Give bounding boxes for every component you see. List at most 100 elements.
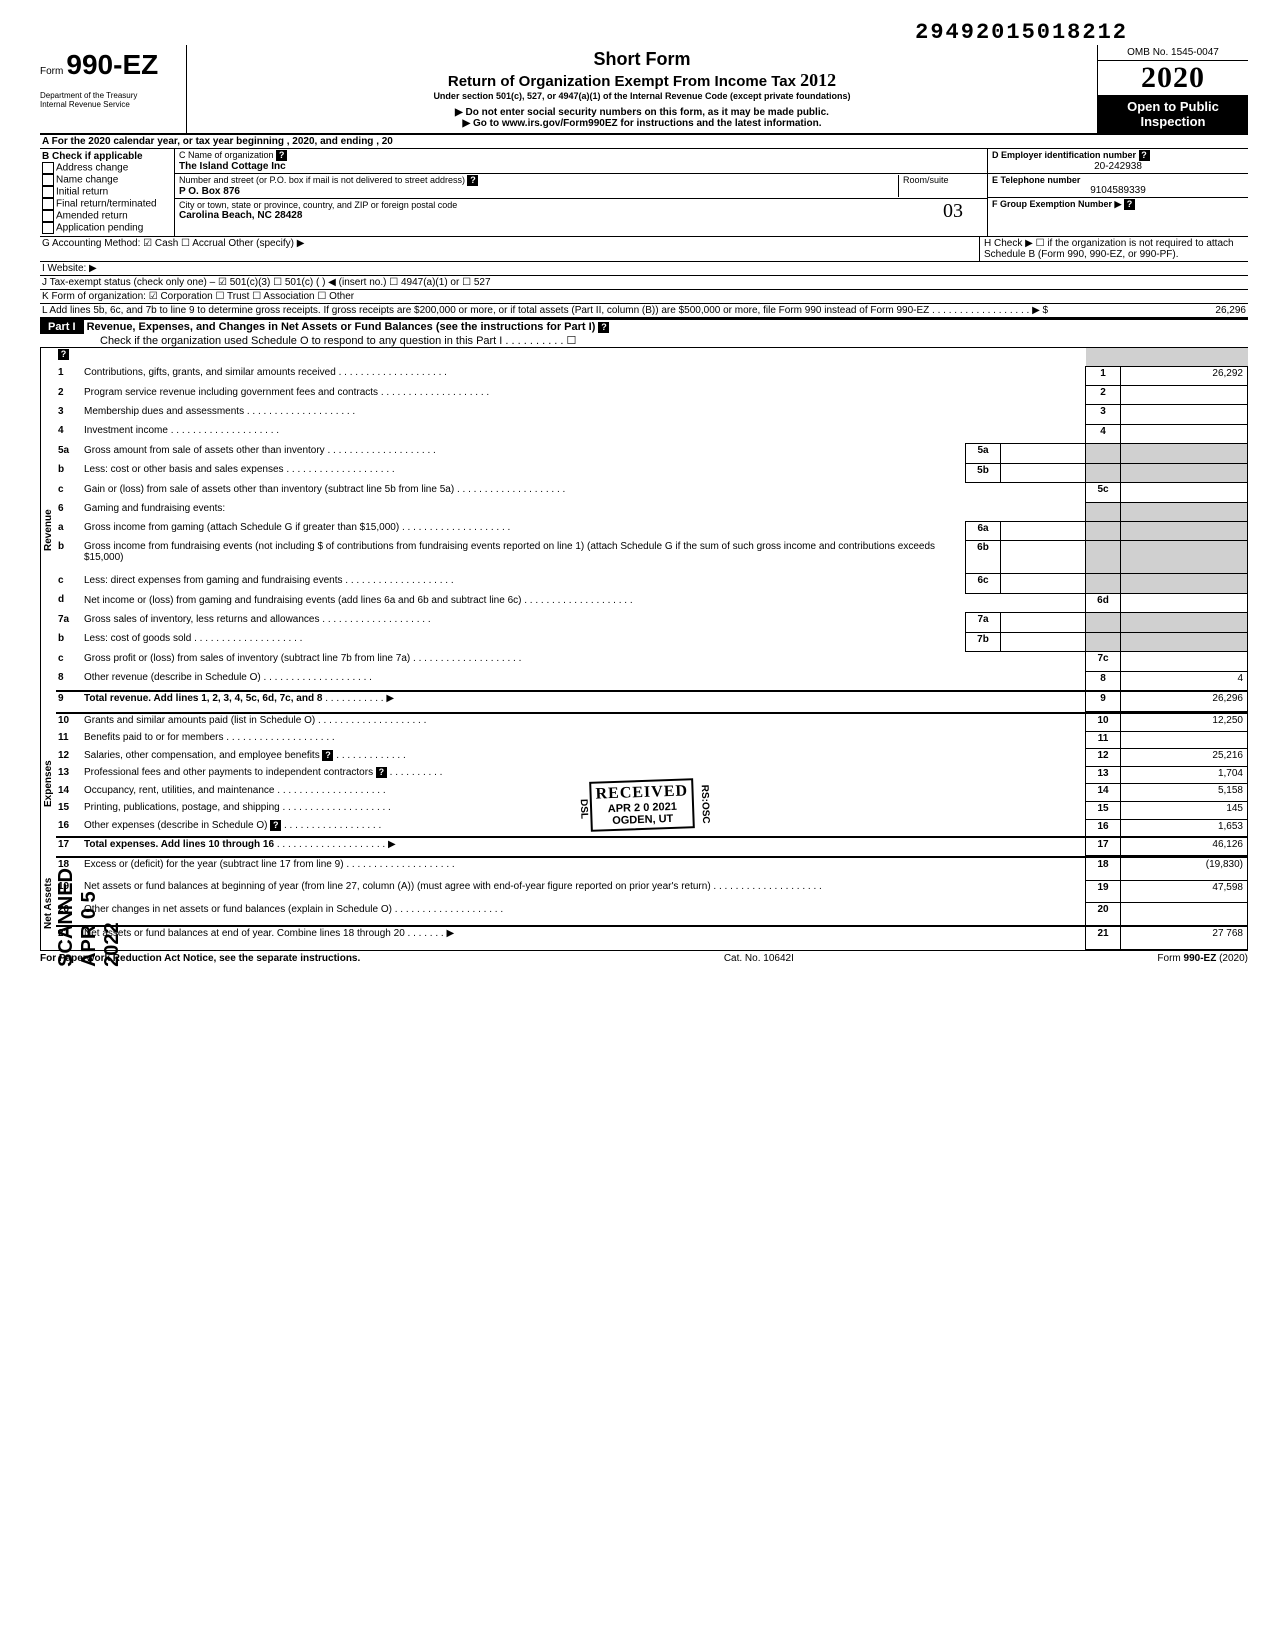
org-city: Carolina Beach, NC 28428 <box>179 210 923 221</box>
l5a-sub: 5a <box>966 444 1001 463</box>
l5b-sub: 5b <box>966 463 1001 482</box>
l7b-desc: Less: cost of goods sold <box>82 632 966 651</box>
l15-no: 15 <box>56 801 82 819</box>
l3-desc: Membership dues and assessments <box>82 405 1086 424</box>
l19-amt: 47,598 <box>1121 880 1248 903</box>
l21-desc: Net assets or fund balances at end of ye… <box>84 928 405 939</box>
chk-final-return[interactable]: Final return/terminated <box>56 199 157 210</box>
l9-amt: 26,296 <box>1121 691 1248 711</box>
l11-desc: Benefits paid to or for members <box>82 731 1086 749</box>
l21-amt: 27 768 <box>1121 926 1248 949</box>
l8-amt: 4 <box>1121 671 1248 691</box>
l7b-sub: 7b <box>966 632 1001 651</box>
l18-amt: (19,830) <box>1121 857 1248 880</box>
received-side-right: RS:OSC <box>699 785 711 824</box>
l9-no: 9 <box>56 691 82 711</box>
help-icon[interactable]: ? <box>1124 199 1135 210</box>
l4-amt <box>1121 424 1248 443</box>
instruction-arrow-2: ▶ Go to www.irs.gov/Form990EZ for instru… <box>195 118 1089 129</box>
l7a-no: 7a <box>56 613 82 632</box>
l19-desc: Net assets or fund balances at beginning… <box>82 880 1086 903</box>
l17-no: 17 <box>56 837 82 855</box>
l6d-no: d <box>56 593 82 612</box>
l6b-no: b <box>56 540 82 573</box>
c-city-label: City or town, state or province, country… <box>179 200 923 210</box>
l10-desc: Grants and similar amounts paid (list in… <box>82 713 1086 731</box>
l16-amt: 1,653 <box>1121 819 1248 837</box>
row-l: L Add lines 5b, 6c, and 7b to line 9 to … <box>40 304 1248 318</box>
title-return-text: Return of Organization Exempt From Incom… <box>448 73 796 90</box>
l11-no: 11 <box>56 731 82 749</box>
title-return: Return of Organization Exempt From Incom… <box>195 70 1089 91</box>
help-icon[interactable]: ? <box>467 175 478 186</box>
header-title-block: Short Form Return of Organization Exempt… <box>187 45 1097 133</box>
part-1-bar: Part I <box>40 320 84 334</box>
l13-desc: Professional fees and other payments to … <box>84 767 373 778</box>
l1-no: 1 <box>56 366 82 385</box>
l13-no: 13 <box>56 766 82 784</box>
l5c-desc: Gain or (loss) from sale of assets other… <box>82 483 1086 502</box>
l20-box: 20 <box>1086 903 1121 926</box>
l6-desc: Gaming and fundraising events: <box>82 502 1086 521</box>
help-icon[interactable]: ? <box>1139 150 1150 161</box>
c-street-label: Number and street (or P.O. box if mail i… <box>179 175 465 185</box>
side-net-assets: Net Assets <box>40 856 56 950</box>
form-header: Form 990-EZ Department of the Treasury I… <box>40 45 1248 135</box>
l2-box: 2 <box>1086 386 1121 405</box>
l15-amt: 145 <box>1121 801 1248 819</box>
l6a-sub: 6a <box>966 521 1001 540</box>
document-id-number: 29492015018212 <box>40 20 1128 45</box>
help-icon[interactable]: ? <box>598 322 609 333</box>
l1-amt: 26,292 <box>1121 366 1248 385</box>
l21-box: 21 <box>1086 926 1121 949</box>
l5c-no: c <box>56 483 82 502</box>
l9-arrow: ▶ <box>386 693 394 704</box>
box-c: C Name of organization ? The Island Cott… <box>175 149 988 236</box>
chk-amended[interactable]: Amended return <box>56 211 128 222</box>
side-expenses: Expenses <box>40 712 56 856</box>
l2-amt <box>1121 386 1248 405</box>
d-label: D Employer identification number <box>992 150 1136 160</box>
l5c-box: 5c <box>1086 483 1121 502</box>
l16-box: 16 <box>1086 819 1121 837</box>
l7c-box: 7c <box>1086 652 1121 671</box>
help-icon[interactable]: ? <box>276 150 287 161</box>
l14-box: 14 <box>1086 784 1121 802</box>
l4-no: 4 <box>56 424 82 443</box>
l5b-desc: Less: cost or other basis and sales expe… <box>82 463 966 482</box>
l5b-no: b <box>56 463 82 482</box>
l7b-no: b <box>56 632 82 651</box>
row-l-amount: 26,296 <box>1146 305 1246 316</box>
row-a-tax-year: A For the 2020 calendar year, or tax yea… <box>40 135 1248 149</box>
form-number: 990-EZ <box>66 49 158 80</box>
l19-box: 19 <box>1086 880 1121 903</box>
l7c-amt <box>1121 652 1248 671</box>
l17-box: 17 <box>1086 837 1121 855</box>
row-l-text: L Add lines 5b, 6c, and 7b to line 9 to … <box>42 305 1146 316</box>
l4-box: 4 <box>1086 424 1121 443</box>
l6b-desc: Gross income from fundraising events (no… <box>82 540 966 573</box>
l3-amt <box>1121 405 1248 424</box>
chk-pending[interactable]: Application pending <box>56 223 143 234</box>
help-icon[interactable]: ? <box>270 820 281 831</box>
l6d-box: 6d <box>1086 593 1121 612</box>
footer-right: Form 990-EZ (2020) <box>1157 953 1248 964</box>
l2-desc: Program service revenue including govern… <box>82 386 1086 405</box>
l12-box: 12 <box>1086 749 1121 767</box>
f-label: F Group Exemption Number ▶ <box>992 199 1121 209</box>
l10-amt: 12,250 <box>1121 713 1248 731</box>
scanned-stamp: SCANNED APR 0 5 2022 <box>55 868 124 967</box>
side-revenue: Revenue <box>40 348 56 712</box>
header-left: Form 990-EZ Department of the Treasury I… <box>40 45 187 133</box>
chk-address-change[interactable]: Address change <box>56 163 128 174</box>
l16-no: 16 <box>56 819 82 837</box>
help-icon[interactable]: ? <box>376 767 387 778</box>
l6-no: 6 <box>56 502 82 521</box>
l10-box: 10 <box>1086 713 1121 731</box>
help-icon[interactable]: ? <box>322 750 333 761</box>
chk-name-change[interactable]: Name change <box>56 175 118 186</box>
l6d-amt <box>1121 593 1248 612</box>
revenue-table: ? 1Contributions, gifts, grants, and sim… <box>56 348 1248 712</box>
footer-mid: Cat. No. 10642I <box>724 953 794 964</box>
chk-initial-return[interactable]: Initial return <box>56 187 108 198</box>
